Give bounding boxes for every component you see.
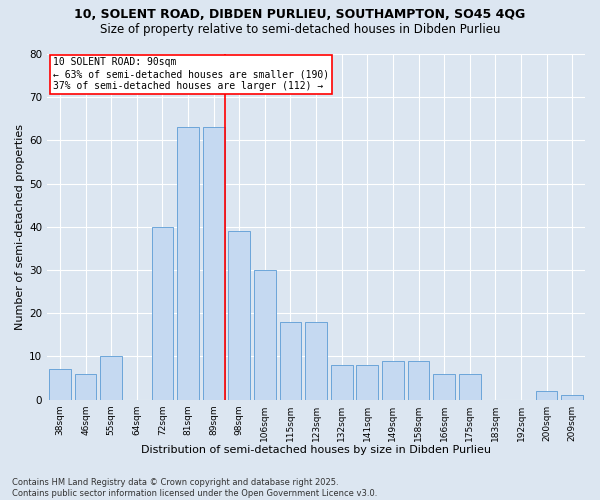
Bar <box>407 360 430 400</box>
Bar <box>74 374 97 400</box>
Bar <box>177 128 199 400</box>
Bar <box>356 365 378 400</box>
Text: 10 SOLENT ROAD: 90sqm
← 63% of semi-detached houses are smaller (190)
37% of sem: 10 SOLENT ROAD: 90sqm ← 63% of semi-deta… <box>53 58 329 90</box>
Bar <box>100 356 122 400</box>
Bar <box>203 128 224 400</box>
Bar <box>49 370 71 400</box>
Bar <box>433 374 455 400</box>
Y-axis label: Number of semi-detached properties: Number of semi-detached properties <box>15 124 25 330</box>
Bar <box>152 227 173 400</box>
Bar <box>459 374 481 400</box>
Bar <box>562 396 583 400</box>
Bar <box>254 270 276 400</box>
Bar <box>305 322 327 400</box>
Bar <box>536 391 557 400</box>
Text: Size of property relative to semi-detached houses in Dibden Purlieu: Size of property relative to semi-detach… <box>100 22 500 36</box>
Bar <box>229 231 250 400</box>
Text: 10, SOLENT ROAD, DIBDEN PURLIEU, SOUTHAMPTON, SO45 4QG: 10, SOLENT ROAD, DIBDEN PURLIEU, SOUTHAM… <box>74 8 526 20</box>
Bar <box>280 322 301 400</box>
X-axis label: Distribution of semi-detached houses by size in Dibden Purlieu: Distribution of semi-detached houses by … <box>141 445 491 455</box>
Bar <box>331 365 353 400</box>
Bar <box>382 360 404 400</box>
Text: Contains HM Land Registry data © Crown copyright and database right 2025.
Contai: Contains HM Land Registry data © Crown c… <box>12 478 377 498</box>
